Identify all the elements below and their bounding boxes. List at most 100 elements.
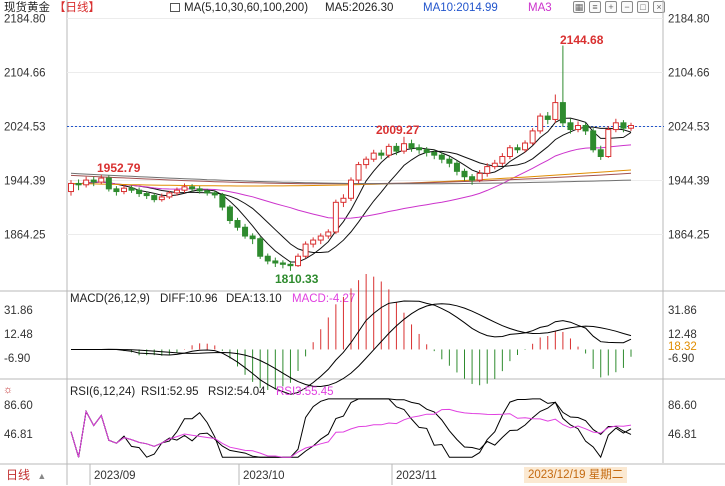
price-tick-label-left: 2024.53 (4, 121, 46, 133)
candle-body (522, 142, 529, 151)
ma-label[interactable]: MA(5,10,30,60,100,200) (184, 2, 309, 14)
candle-body (612, 122, 619, 131)
diff-value: DIFF:10.96 (160, 293, 218, 305)
rsi-title: RSI(6,12,24) (70, 386, 135, 398)
settings-icon: ☼ (3, 384, 13, 396)
candle-body (173, 189, 180, 194)
rsi-tick-label-right: 86.60 (668, 400, 697, 412)
macd-value: MACD:-4.27 (292, 293, 355, 305)
candle-body (166, 192, 173, 198)
candle-body (68, 182, 74, 193)
candle-body (234, 220, 241, 228)
candle-body (189, 186, 196, 190)
menu-icon[interactable]: ≡ (589, 1, 601, 13)
candle-body (348, 179, 354, 199)
candle-body (453, 162, 460, 172)
candle-body (385, 145, 392, 156)
candlestick-series (68, 45, 634, 271)
candle-body (499, 156, 506, 164)
candle-body (295, 255, 302, 267)
ma10-line (70, 126, 632, 253)
price-tick-label-left: 2104.66 (4, 68, 46, 80)
price-tick-label-right: 1864.25 (668, 230, 710, 242)
candle-body (332, 201, 339, 233)
candle-body (552, 102, 559, 120)
candle-body (340, 197, 347, 203)
chart-header: 现货黄金 【日线】 MA(5,10,30,60,100,200) MA5:202… (0, 0, 725, 16)
rsi3-line (70, 408, 632, 458)
expand-icon[interactable]: □ (637, 1, 649, 13)
diff-line (71, 300, 632, 395)
candle-body (151, 195, 158, 201)
candle-body (628, 125, 634, 129)
macd-panel: MACD(26,12,9) DIFF:10.96 DEA:13.10 MACD:-4.… (4, 273, 697, 395)
candle-body (128, 187, 135, 191)
macd-tick-label-right: -6.90 (668, 353, 694, 365)
candle-body (249, 235, 256, 240)
ma3-value: MA3 (528, 2, 552, 14)
candle-body (181, 186, 188, 191)
zoom-in-icon[interactable]: + (605, 1, 617, 13)
candle-body (476, 172, 483, 181)
candle-body (559, 102, 566, 124)
rsi-tick-label-left: 46.81 (4, 429, 33, 441)
candle-body (75, 182, 82, 186)
rsi-panel: ☼ RSI(6,12,24) RSI1:52.95 RSI2:54.04 RSI3:55… (3, 384, 697, 459)
ma5-line (70, 117, 632, 263)
ma10-value: MA10:2014.99 (423, 2, 498, 14)
rsi-tick-label-right: 46.81 (668, 429, 697, 441)
zoom-out-icon[interactable]: − (621, 1, 633, 13)
date-tick-label: 2023/10 (243, 470, 285, 482)
candle-body (242, 226, 249, 237)
cursor-date: 2023/12/19 星期二 (528, 469, 624, 481)
toolbar-icons: ▦ ≡ + − □ × (573, 1, 665, 13)
rsi1-value: RSI1:52.95 (141, 386, 199, 398)
candle-body (370, 152, 377, 160)
ma30-line (70, 144, 632, 219)
cursor-date-badge: 2023/12/19 星期二 (524, 467, 628, 483)
price-tick-label-right: 2104.66 (668, 68, 710, 80)
grid-icon[interactable]: ▦ (573, 1, 585, 13)
candle-body (363, 158, 370, 166)
candle-body (484, 166, 491, 174)
current-price-label: 2024.53 (668, 121, 710, 133)
macd-right-label: 18.32 (668, 341, 697, 353)
candle-body (158, 196, 165, 201)
caret-up-icon: ▲ (37, 471, 47, 481)
macd-tick-label-right: 31.86 (668, 305, 697, 317)
candle-body (105, 177, 112, 190)
candle-body (514, 147, 521, 151)
macd-tick-label-left: -6.90 (4, 353, 30, 365)
candle-body (325, 231, 332, 237)
price-tick-label-left: 1944.39 (4, 175, 46, 187)
candle-body (143, 193, 150, 197)
moving-average-lines (70, 117, 632, 263)
candle-body (416, 147, 423, 151)
ma-indicator-icon[interactable] (170, 3, 180, 12)
price-annotation: 1952.79 (97, 161, 141, 175)
candle-body (113, 188, 120, 193)
candle-body (423, 149, 430, 153)
candle-body (257, 238, 264, 257)
candle-body (287, 263, 294, 267)
candle-body (302, 243, 309, 257)
candle-body (438, 154, 445, 160)
period-button-label: 日线 (6, 468, 31, 482)
price-tick-label-left: 1864.25 (4, 230, 46, 242)
candle-body (529, 130, 536, 144)
dea-line (71, 303, 632, 388)
candle-body (226, 206, 233, 222)
period-tag: 【日线】 (54, 2, 100, 14)
price-tick-label-right: 1944.39 (668, 175, 710, 187)
period-button[interactable]: 日线 ▲ (0, 465, 66, 485)
close-icon[interactable]: × (653, 1, 665, 13)
candle-body (544, 115, 551, 120)
candle-body (204, 190, 211, 194)
instrument-title: 现货黄金 (4, 2, 50, 14)
candle-body (393, 145, 400, 152)
price-tick-label-right: 2184.80 (668, 14, 710, 26)
candle-body (605, 129, 612, 158)
candle-body (400, 143, 407, 152)
